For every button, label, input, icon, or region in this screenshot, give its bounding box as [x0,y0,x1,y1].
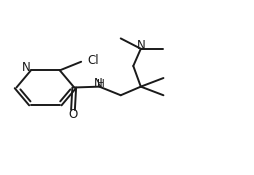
Text: N: N [94,77,103,90]
Text: O: O [68,108,78,121]
Text: N: N [136,39,145,52]
Text: Cl: Cl [87,54,99,67]
Text: N: N [22,61,31,74]
Text: H: H [97,79,104,89]
